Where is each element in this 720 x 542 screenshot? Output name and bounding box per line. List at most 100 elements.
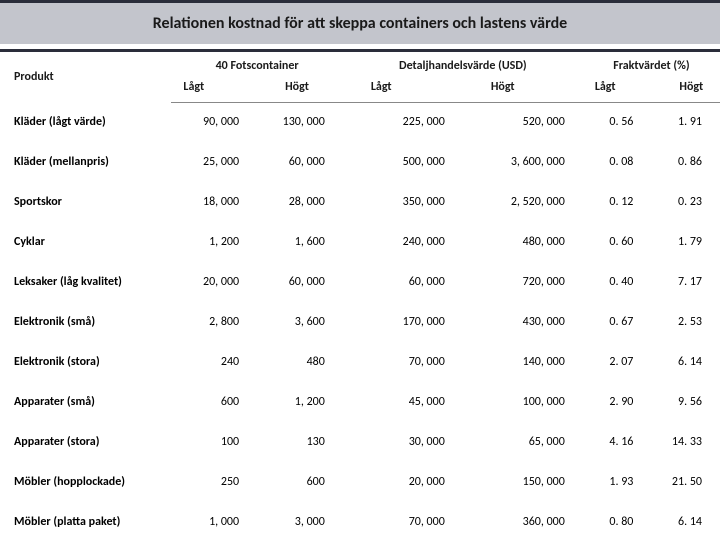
container-low-cell: 1, 000 bbox=[171, 502, 257, 542]
page-title: Relationen kostnad för att skeppa contai… bbox=[153, 14, 567, 33]
freight-low-cell: 4. 16 bbox=[583, 422, 652, 462]
retail-high-cell: 480, 000 bbox=[463, 222, 583, 262]
retail-low-cell: 240, 000 bbox=[343, 222, 463, 262]
product-cell: Kläder (mellanpris) bbox=[0, 142, 171, 182]
freight-low-cell: 0. 80 bbox=[583, 502, 652, 542]
retail-high-cell: 430, 000 bbox=[463, 302, 583, 342]
col-product: Produkt bbox=[0, 52, 171, 102]
retail-high-cell: 100, 000 bbox=[463, 382, 583, 422]
container-low-cell: 600 bbox=[171, 382, 257, 422]
container-high-cell: 130, 000 bbox=[257, 102, 343, 142]
retail-high-cell: 140, 000 bbox=[463, 342, 583, 382]
freight-high-cell: 14. 33 bbox=[651, 422, 720, 462]
retail-low-cell: 60, 000 bbox=[343, 262, 463, 302]
container-low-cell: 2, 800 bbox=[171, 302, 257, 342]
retail-low-cell: 70, 000 bbox=[343, 502, 463, 542]
table-row: Kläder (mellanpris)25, 00060, 000500, 00… bbox=[0, 142, 720, 182]
table-row: Elektronik (små)2, 8003, 600170, 000430,… bbox=[0, 302, 720, 342]
container-low-cell: 100 bbox=[171, 422, 257, 462]
retail-low-cell: 30, 000 bbox=[343, 422, 463, 462]
title-divider bbox=[0, 44, 720, 52]
product-cell: Leksaker (låg kvalitet) bbox=[0, 262, 171, 302]
retail-low-cell: 500, 000 bbox=[343, 142, 463, 182]
table-row: Kläder (lågt värde)90, 000130, 000225, 0… bbox=[0, 102, 720, 142]
product-cell: Elektronik (små) bbox=[0, 302, 171, 342]
col-freight-high: Högt bbox=[651, 80, 720, 102]
product-cell: Apparater (små) bbox=[0, 382, 171, 422]
product-cell: Apparater (stora) bbox=[0, 422, 171, 462]
col-freight-low: Lågt bbox=[583, 80, 652, 102]
retail-low-cell: 70, 000 bbox=[343, 342, 463, 382]
table-row: Möbler (hopplockade)25060020, 000150, 00… bbox=[0, 462, 720, 502]
container-low-cell: 18, 000 bbox=[171, 182, 257, 222]
freight-high-cell: 2. 53 bbox=[651, 302, 720, 342]
freight-high-cell: 6. 14 bbox=[651, 502, 720, 542]
retail-high-cell: 65, 000 bbox=[463, 422, 583, 462]
col-container-low: Lågt bbox=[171, 80, 257, 102]
freight-low-cell: 0. 40 bbox=[583, 262, 652, 302]
product-cell: Sportskor bbox=[0, 182, 171, 222]
col-group-freight: Fraktvärdet (%) bbox=[583, 52, 720, 80]
col-group-retail: Detaljhandelsvärde (USD) bbox=[343, 52, 583, 80]
title-bar: Relationen kostnad för att skeppa contai… bbox=[0, 0, 720, 44]
container-high-cell: 480 bbox=[257, 342, 343, 382]
product-cell: Möbler (platta paket) bbox=[0, 502, 171, 542]
container-high-cell: 28, 000 bbox=[257, 182, 343, 222]
container-low-cell: 20, 000 bbox=[171, 262, 257, 302]
product-cell: Kläder (lågt värde) bbox=[0, 102, 171, 142]
freight-high-cell: 6. 14 bbox=[651, 342, 720, 382]
container-high-cell: 130 bbox=[257, 422, 343, 462]
freight-low-cell: 0. 08 bbox=[583, 142, 652, 182]
freight-low-cell: 0. 12 bbox=[583, 182, 652, 222]
retail-low-cell: 350, 000 bbox=[343, 182, 463, 222]
freight-low-cell: 0. 67 bbox=[583, 302, 652, 342]
freight-high-cell: 0. 23 bbox=[651, 182, 720, 222]
retail-high-cell: 360, 000 bbox=[463, 502, 583, 542]
table-row: Leksaker (låg kvalitet)20, 00060, 00060,… bbox=[0, 262, 720, 302]
retail-high-cell: 3, 600, 000 bbox=[463, 142, 583, 182]
retail-low-cell: 45, 000 bbox=[343, 382, 463, 422]
container-high-cell: 60, 000 bbox=[257, 142, 343, 182]
retail-high-cell: 2, 520, 000 bbox=[463, 182, 583, 222]
retail-high-cell: 720, 000 bbox=[463, 262, 583, 302]
freight-high-cell: 21. 50 bbox=[651, 462, 720, 502]
freight-high-cell: 1. 91 bbox=[651, 102, 720, 142]
col-group-container: 40 Fotscontainer bbox=[171, 52, 342, 80]
table-row: Sportskor18, 00028, 000350, 0002, 520, 0… bbox=[0, 182, 720, 222]
col-retail-low: Lågt bbox=[343, 80, 463, 102]
product-cell: Cyklar bbox=[0, 222, 171, 262]
col-container-high: Högt bbox=[257, 80, 343, 102]
table-row: Apparater (små)6001, 20045, 000100, 0002… bbox=[0, 382, 720, 422]
container-high-cell: 3, 600 bbox=[257, 302, 343, 342]
freight-high-cell: 0. 86 bbox=[651, 142, 720, 182]
container-low-cell: 250 bbox=[171, 462, 257, 502]
freight-low-cell: 0. 60 bbox=[583, 222, 652, 262]
retail-low-cell: 225, 000 bbox=[343, 102, 463, 142]
freight-high-cell: 9. 56 bbox=[651, 382, 720, 422]
freight-low-cell: 0. 56 bbox=[583, 102, 652, 142]
table-row: Elektronik (stora)24048070, 000140, 0002… bbox=[0, 342, 720, 382]
container-high-cell: 1, 600 bbox=[257, 222, 343, 262]
container-high-cell: 60, 000 bbox=[257, 262, 343, 302]
table-body: Kläder (lågt värde)90, 000130, 000225, 0… bbox=[0, 102, 720, 542]
container-high-cell: 600 bbox=[257, 462, 343, 502]
container-high-cell: 3, 000 bbox=[257, 502, 343, 542]
freight-high-cell: 7. 17 bbox=[651, 262, 720, 302]
table-row: Cyklar1, 2001, 600240, 000480, 0000. 601… bbox=[0, 222, 720, 262]
col-retail-high: Högt bbox=[463, 80, 583, 102]
freight-high-cell: 1. 79 bbox=[651, 222, 720, 262]
product-cell: Elektronik (stora) bbox=[0, 342, 171, 382]
container-low-cell: 90, 000 bbox=[171, 102, 257, 142]
table-row: Apparater (stora)10013030, 00065, 0004. … bbox=[0, 422, 720, 462]
retail-high-cell: 520, 000 bbox=[463, 102, 583, 142]
container-low-cell: 1, 200 bbox=[171, 222, 257, 262]
freight-low-cell: 2. 90 bbox=[583, 382, 652, 422]
retail-low-cell: 20, 000 bbox=[343, 462, 463, 502]
product-cell: Möbler (hopplockade) bbox=[0, 462, 171, 502]
container-high-cell: 1, 200 bbox=[257, 382, 343, 422]
container-low-cell: 25, 000 bbox=[171, 142, 257, 182]
data-table: Produkt 40 Fotscontainer Detaljhandelsvä… bbox=[0, 52, 720, 542]
retail-high-cell: 150, 000 bbox=[463, 462, 583, 502]
freight-low-cell: 1. 93 bbox=[583, 462, 652, 502]
header-row-groups: Produkt 40 Fotscontainer Detaljhandelsvä… bbox=[0, 52, 720, 80]
